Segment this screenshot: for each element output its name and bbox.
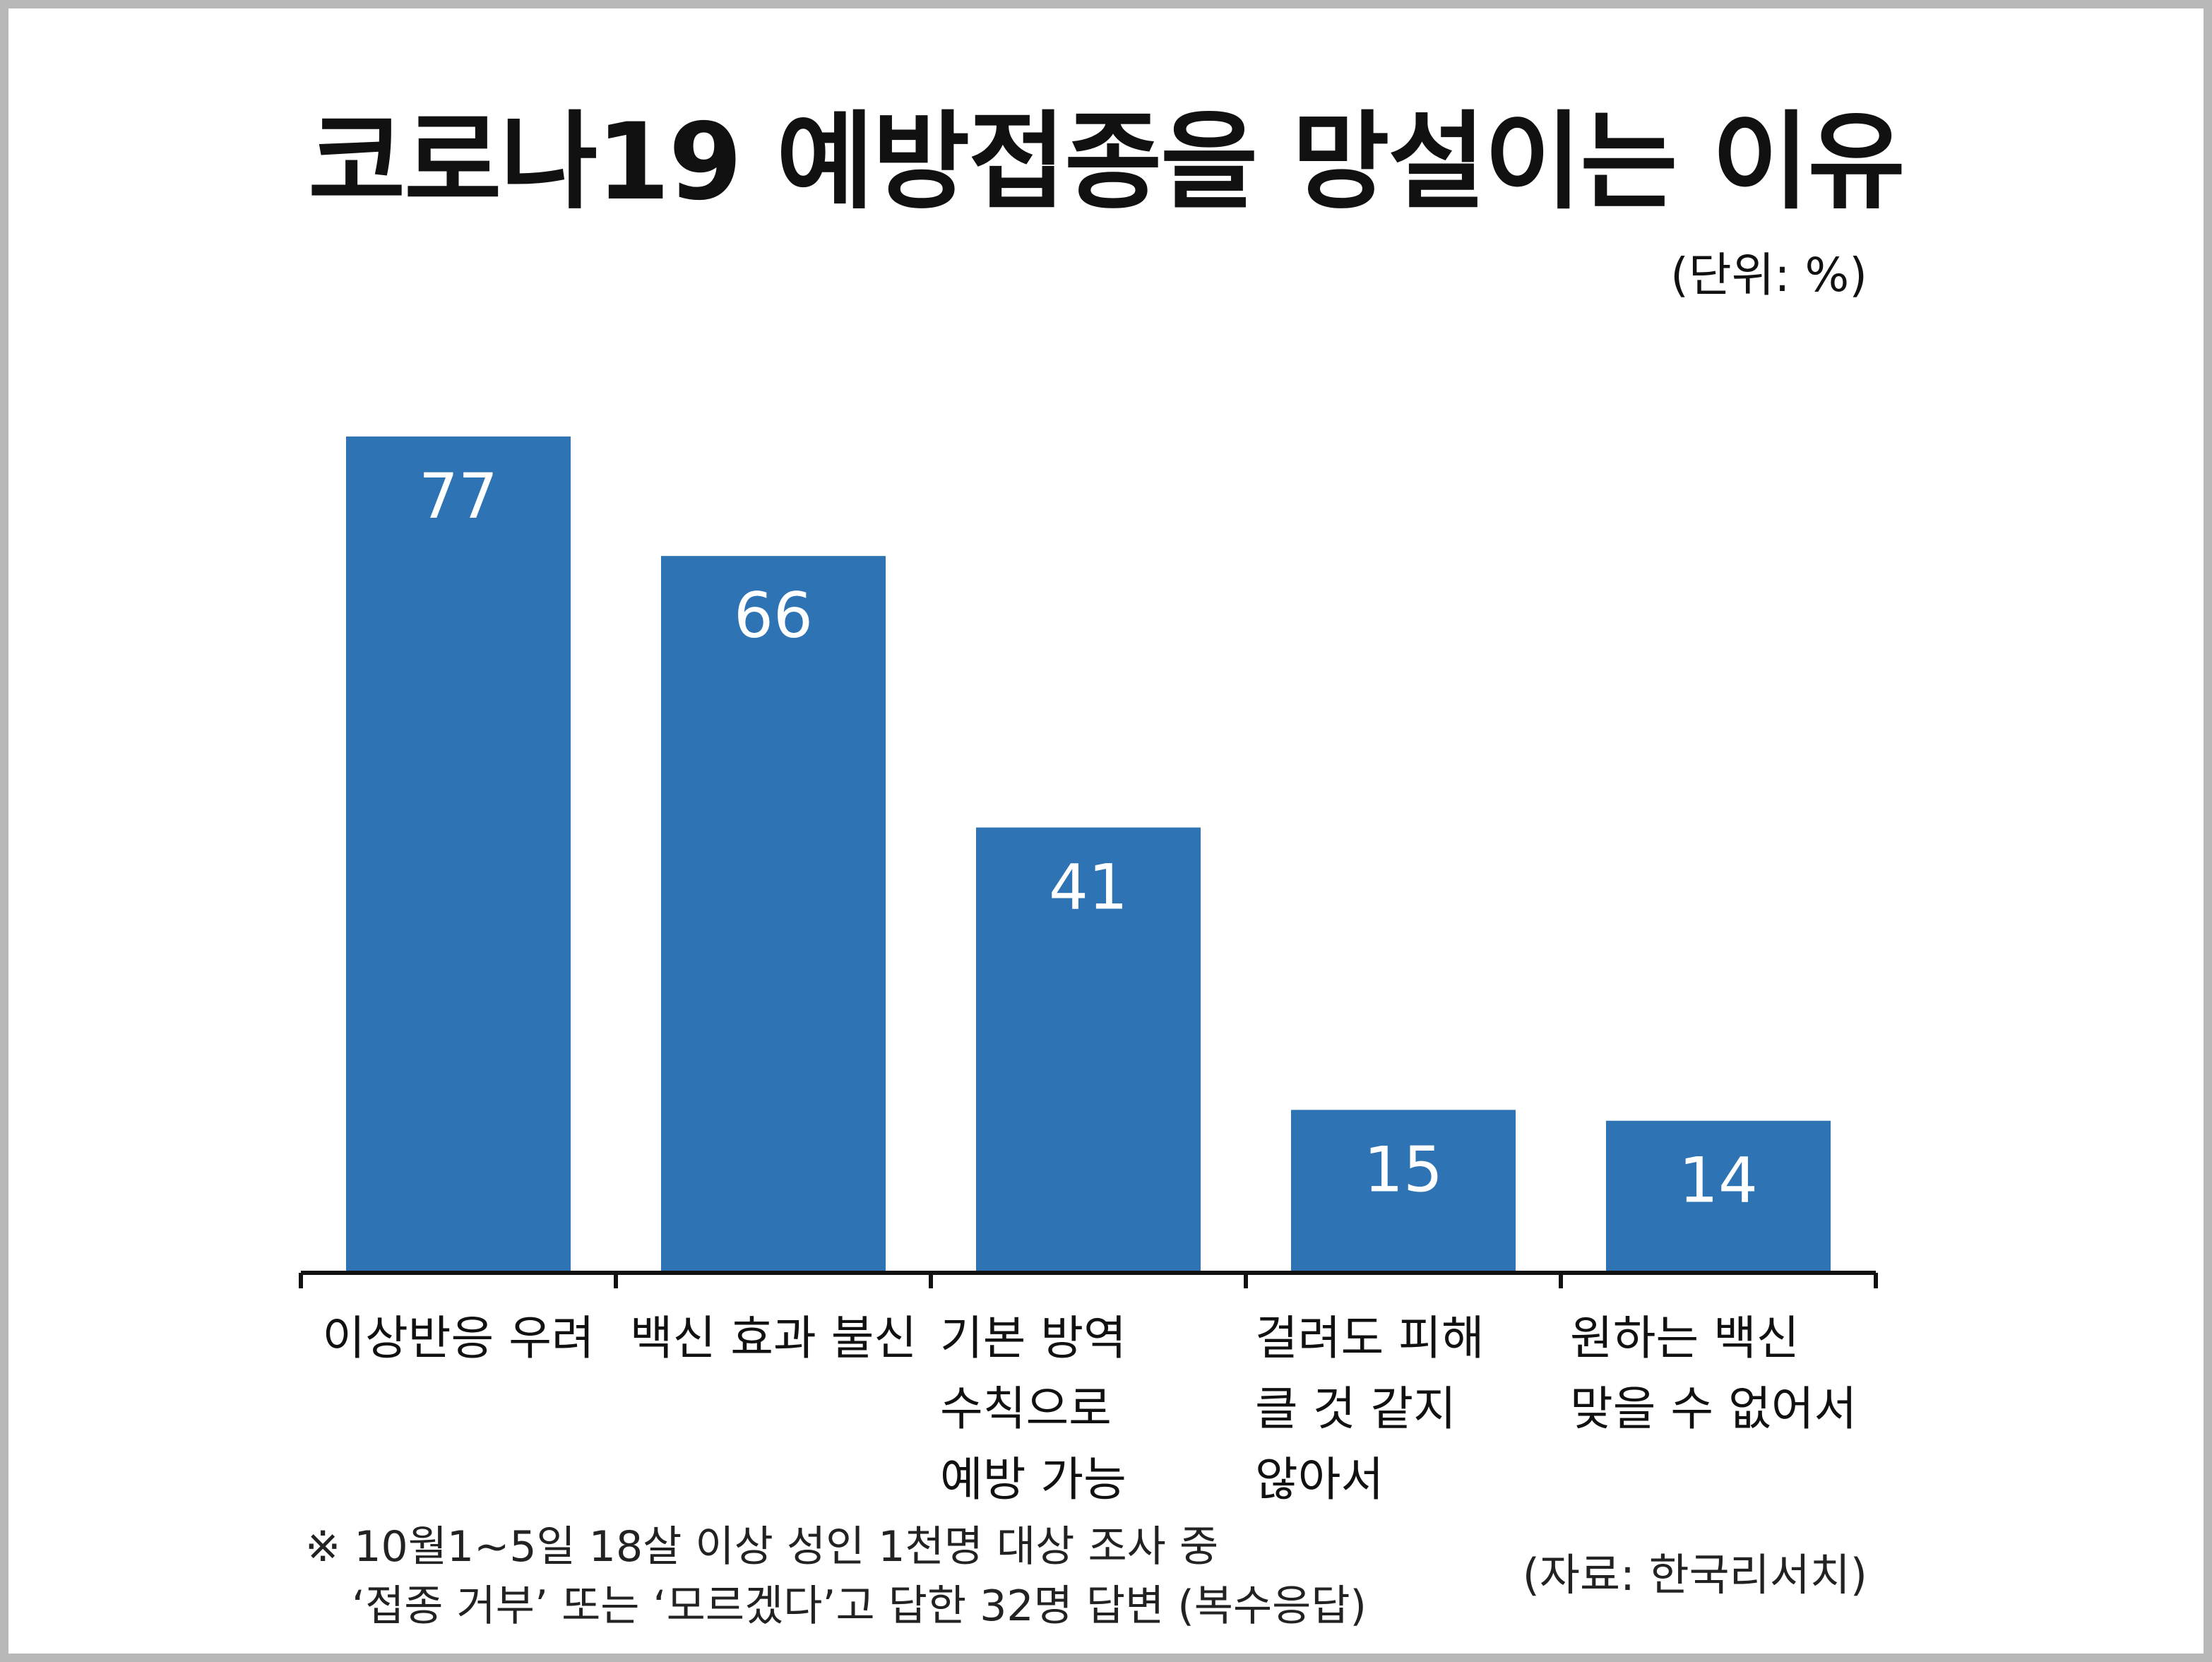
x-axis bbox=[299, 1271, 1878, 1288]
bar-labels-group: 77 66 41 15 14 bbox=[419, 460, 1758, 1217]
category-label-5: 원하는 백신 맞을 수 없어서 bbox=[1570, 1311, 1857, 1436]
category-label-1: 이상반응 우려 bbox=[322, 1311, 595, 1365]
category-label-4: 걸려도 피해 클 것 같지 않아서 bbox=[1255, 1311, 1485, 1507]
bar-1 bbox=[346, 437, 571, 1273]
bar-value-label-1: 77 bbox=[419, 460, 498, 533]
bar-value-label-5: 14 bbox=[1679, 1144, 1758, 1217]
bar-5 bbox=[1606, 1120, 1831, 1273]
bar-3 bbox=[976, 827, 1201, 1273]
bar-2 bbox=[661, 556, 886, 1273]
category-label-3: 기본 방역 수칙으로 예방 가능 bbox=[940, 1311, 1126, 1507]
bar-value-label-3: 41 bbox=[1049, 851, 1128, 924]
footnote-line-2: ‘접종 거부’ 또는 ‘모르겠다’고 답한 32명 답변 (복수응답) bbox=[352, 1581, 1367, 1631]
chart-title: 코로나19 예방접종을 망설이는 이유 bbox=[308, 101, 1905, 224]
footnote-line-1: ※ 10월1~5일 18살 이상 성인 1천명 대상 조사 중 bbox=[305, 1522, 1219, 1572]
category-label-2: 백신 효과 불신 bbox=[629, 1311, 917, 1365]
bar-4 bbox=[1291, 1110, 1516, 1273]
bars-group bbox=[346, 437, 1831, 1273]
source-label: (자료: 한국리서치) bbox=[1522, 1549, 1867, 1601]
bar-value-label-2: 66 bbox=[734, 579, 813, 652]
unit-label: (단위: %) bbox=[1670, 248, 1867, 302]
bar-value-label-4: 15 bbox=[1364, 1133, 1443, 1206]
